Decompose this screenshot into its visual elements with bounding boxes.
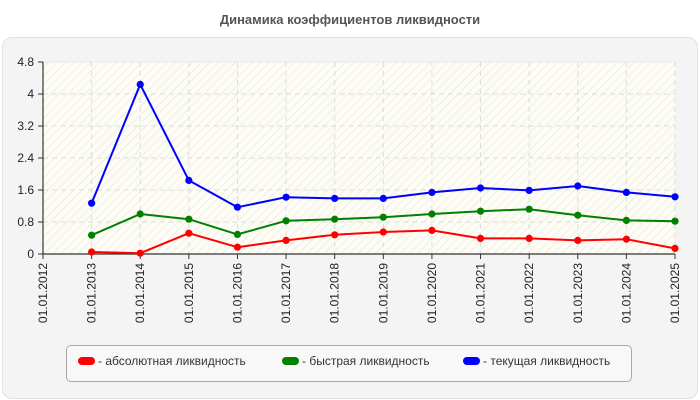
data-point[interactable] [185,229,193,237]
data-point[interactable] [671,217,679,225]
x-tick-label: 01.01.2024 [619,263,633,323]
data-point[interactable] [282,217,290,225]
data-point[interactable] [282,193,290,201]
data-point[interactable] [574,236,582,244]
data-point[interactable] [331,215,339,223]
data-point[interactable] [233,243,242,251]
data-point[interactable] [379,228,387,236]
legend: - абсолютная ликвидность - быстрая ликви… [66,345,632,382]
data-series [88,80,679,257]
data-point[interactable] [233,203,242,211]
data-point[interactable] [379,213,387,221]
y-tick-label: 4.8 [17,55,34,69]
legend-label: - быстрая ликвидность [302,354,430,368]
data-point[interactable] [136,249,144,257]
x-tick-label: 01.01.2022 [522,263,536,323]
legend-item-quick: - быстрая ликвидность [282,354,430,368]
data-point[interactable] [622,235,630,243]
data-point[interactable] [525,205,533,213]
chart-title: Динамика коэффициентов ликвидности [219,12,481,27]
legend-swatch-blue [463,357,480,365]
data-point[interactable] [88,231,96,239]
data-point[interactable] [525,186,533,194]
data-point[interactable] [331,231,339,239]
data-point[interactable] [476,184,485,192]
legend-label: - абсолютная ликвидность [98,354,246,368]
x-tick-label: 01.01.2021 [474,263,488,323]
data-point[interactable] [622,188,630,196]
legend-item-absolute: - абсолютная ликвидность [78,354,246,368]
data-point[interactable] [428,210,436,218]
data-point[interactable] [574,182,582,190]
data-point[interactable] [476,234,485,242]
data-point[interactable] [233,230,242,238]
data-point[interactable] [185,176,193,184]
data-point[interactable] [331,194,339,202]
data-point[interactable] [136,80,144,88]
data-point[interactable] [185,215,193,223]
legend-swatch-green [282,357,299,365]
y-tick-label: 4 [27,87,34,101]
legend-item-current: - текущая ликвидность [463,354,610,368]
data-point[interactable] [671,244,679,252]
x-tick-label: 01.01.2023 [571,263,585,323]
data-point[interactable] [428,226,436,234]
y-tick-label: 3.2 [17,119,34,133]
legend-swatch-red [78,357,95,365]
x-axis-ticks: 01.01.2012 01.01.2013 01.01.2014 01.01.2015… [36,254,682,323]
gridlines [43,61,676,254]
x-tick-label: 01.01.2025 [668,263,682,323]
y-tick-label: 1.6 [17,183,34,197]
y-axis-ticks: 0 0.8 1.6 2.4 3.2 4 4.8 [17,55,43,261]
x-tick-label: 01.01.2020 [425,263,439,323]
data-point[interactable] [476,207,485,215]
data-point[interactable] [574,211,582,219]
x-tick-label: 01.01.2016 [230,263,244,323]
x-tick-label: 01.01.2017 [279,263,293,323]
y-tick-label: 0 [27,247,34,261]
x-tick-label: 01.01.2019 [376,263,390,323]
data-point[interactable] [525,234,533,242]
data-point[interactable] [282,236,290,244]
x-tick-label: 01.01.2014 [133,263,147,323]
data-point[interactable] [671,193,679,201]
x-tick-label: 01.01.2015 [182,263,196,323]
y-tick-label: 0.8 [17,215,34,229]
legend-label: - текущая ликвидность [483,354,611,368]
x-tick-label: 01.01.2018 [328,263,342,323]
y-tick-label: 2.4 [17,151,34,165]
x-tick-label: 01.01.2013 [85,263,99,323]
data-point[interactable] [88,199,96,207]
data-point[interactable] [379,194,387,202]
x-tick-label: 01.01.2012 [36,263,50,323]
data-point[interactable] [136,210,144,218]
data-point[interactable] [622,216,630,224]
data-point[interactable] [428,188,436,196]
data-point[interactable] [88,248,96,256]
